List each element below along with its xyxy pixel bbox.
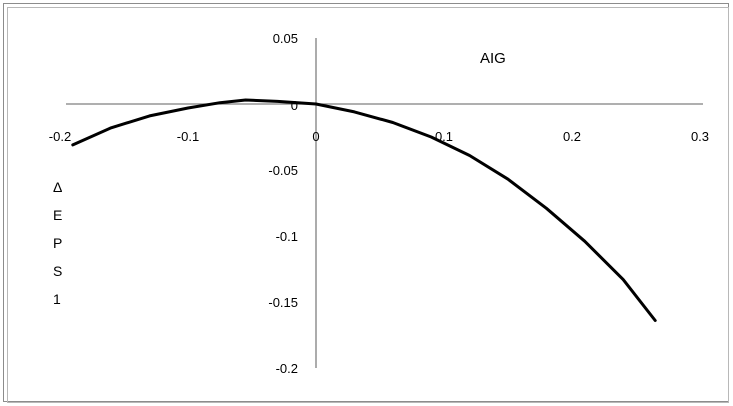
y-tick-label: 0.05 bbox=[273, 31, 298, 46]
x-tick-label: -0.1 bbox=[177, 129, 199, 144]
y-tick-label: -0.1 bbox=[276, 229, 298, 244]
chart-title: AIG bbox=[480, 50, 506, 67]
y-tick-label: -0.05 bbox=[268, 163, 298, 178]
x-tick-labels: -0.2 -0.1 0 0.1 0.2 0.3 bbox=[49, 129, 709, 144]
y-tick-label: 0 bbox=[291, 98, 298, 113]
chart-inner-frame bbox=[7, 7, 729, 403]
y-tick-labels: 0.05 0 -0.05 -0.1 -0.15 -0.2 bbox=[268, 31, 298, 376]
y-tick-label: -0.2 bbox=[276, 361, 298, 376]
series-line bbox=[71, 98, 657, 322]
chart-outer-frame bbox=[3, 3, 729, 402]
x-tick-label: 0 bbox=[312, 129, 319, 144]
y-axis-label-char: 1 bbox=[53, 291, 61, 307]
y-axis-label-char: P bbox=[53, 235, 62, 251]
y-axis-label-char: Δ bbox=[53, 179, 62, 195]
x-tick-label: 0.3 bbox=[691, 129, 709, 144]
y-axis-label-char: S bbox=[53, 263, 62, 279]
y-axis-label-char: E bbox=[53, 207, 62, 223]
x-tick-label: 0.2 bbox=[563, 129, 581, 144]
x-tick-label: -0.2 bbox=[49, 129, 71, 144]
axes bbox=[66, 38, 703, 368]
y-tick-label: -0.15 bbox=[268, 295, 298, 310]
series-layer bbox=[71, 98, 657, 322]
